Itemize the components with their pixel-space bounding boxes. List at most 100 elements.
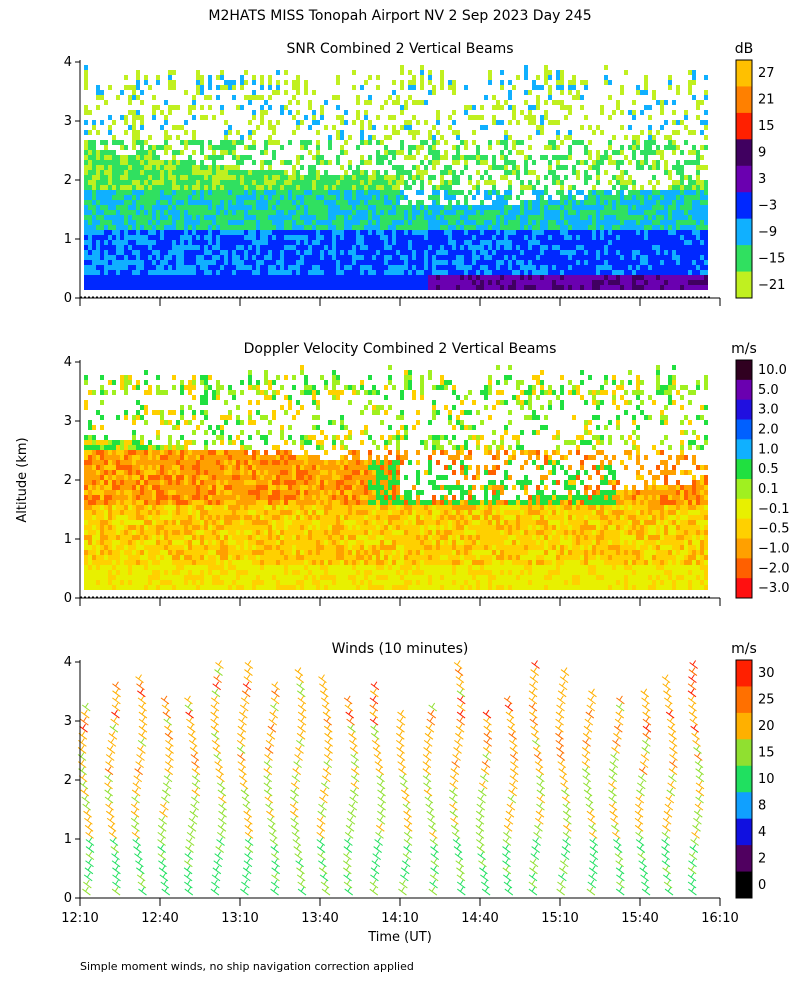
snr-cell: [244, 175, 248, 180]
doppler-cell: [120, 540, 124, 545]
snr-cell: [352, 235, 356, 240]
snr-cell: [424, 155, 428, 160]
snr-cell: [132, 120, 136, 125]
snr-cell: [436, 185, 440, 190]
snr-cell: [196, 85, 200, 90]
snr-cell: [148, 170, 152, 175]
snr-cell: [320, 105, 324, 110]
snr-cell: [264, 265, 268, 270]
snr-cell: [664, 260, 668, 265]
snr-cell: [216, 230, 220, 235]
snr-cell: [336, 80, 340, 85]
snr-cell: [216, 75, 220, 80]
snr-cell: [444, 260, 448, 265]
snr-cell: [640, 210, 644, 215]
snr-cell: [684, 205, 688, 210]
snr-cell: [212, 280, 216, 285]
snr-cell: [524, 160, 528, 165]
snr-cell: [332, 250, 336, 255]
snr-cell: [316, 160, 320, 165]
snr-cell: [516, 260, 520, 265]
snr-cell: [228, 265, 232, 270]
snr-cell: [392, 250, 396, 255]
snr-cell: [248, 120, 252, 125]
snr-cell: [676, 120, 680, 125]
snr-cell: [196, 250, 200, 255]
doppler-cell: [124, 470, 128, 475]
snr-cell: [340, 115, 344, 120]
snr-cell: [428, 265, 432, 270]
snr-cell: [340, 165, 344, 170]
snr-cell: [356, 200, 360, 205]
snr-cell: [700, 155, 704, 160]
snr-cell: [336, 105, 340, 110]
snr-cell: [148, 200, 152, 205]
doppler-cell: [120, 455, 124, 460]
doppler-cell: [84, 510, 88, 515]
snr-cell: [580, 205, 584, 210]
snr-cell: [344, 190, 348, 195]
snr-cell: [368, 275, 372, 280]
snr-cell: [120, 265, 124, 270]
snr-cell: [424, 120, 428, 125]
snr-cell: [480, 275, 484, 280]
snr-cell: [316, 145, 320, 150]
snr-cell: [112, 260, 116, 265]
snr-cell: [148, 160, 152, 165]
snr-cell: [596, 205, 600, 210]
snr-cell: [284, 260, 288, 265]
snr-cell: [484, 285, 488, 290]
snr-cell: [228, 195, 232, 200]
snr-cell: [420, 160, 424, 165]
snr-cell: [648, 220, 652, 225]
doppler-cell: [88, 425, 92, 430]
snr-cell: [524, 115, 528, 120]
snr-cell: [252, 220, 256, 225]
snr-cell: [528, 260, 532, 265]
snr-cell: [464, 260, 468, 265]
snr-cell: [688, 270, 692, 275]
snr-cell: [268, 105, 272, 110]
snr-cell: [224, 170, 228, 175]
snr-cell: [452, 250, 456, 255]
snr-cell: [580, 250, 584, 255]
snr-cell: [632, 190, 636, 195]
snr-cell: [564, 225, 568, 230]
snr-cell: [88, 280, 92, 285]
snr-cell: [508, 160, 512, 165]
snr-cell: [120, 195, 124, 200]
snr-cell: [112, 175, 116, 180]
snr-cell: [660, 275, 664, 280]
snr-cell: [184, 285, 188, 290]
snr-cell: [364, 280, 368, 285]
snr-cell: [488, 210, 492, 215]
snr-cell: [376, 115, 380, 120]
snr-cell: [264, 170, 268, 175]
snr-cell: [596, 125, 600, 130]
snr-cell: [484, 240, 488, 245]
snr-cell: [400, 125, 404, 130]
snr-cell: [304, 180, 308, 185]
snr-cell: [88, 170, 92, 175]
snr-cell: [624, 225, 628, 230]
snr-cell: [88, 185, 92, 190]
snr-cell: [436, 130, 440, 135]
snr-cell: [188, 275, 192, 280]
snr-cell: [440, 170, 444, 175]
snr-cell: [420, 65, 424, 70]
snr-cell: [308, 280, 312, 285]
snr-cell: [500, 70, 504, 75]
snr-cell: [96, 210, 100, 215]
snr-cell: [140, 205, 144, 210]
snr-cell: [340, 285, 344, 290]
snr-cell: [224, 225, 228, 230]
snr-cell: [252, 90, 256, 95]
snr-cell: [292, 205, 296, 210]
snr-cell: [168, 240, 172, 245]
snr-cell: [104, 245, 108, 250]
snr-cell: [316, 255, 320, 260]
snr-cell: [392, 285, 396, 290]
snr-cell: [444, 250, 448, 255]
snr-cell: [664, 215, 668, 220]
snr-cell: [132, 175, 136, 180]
